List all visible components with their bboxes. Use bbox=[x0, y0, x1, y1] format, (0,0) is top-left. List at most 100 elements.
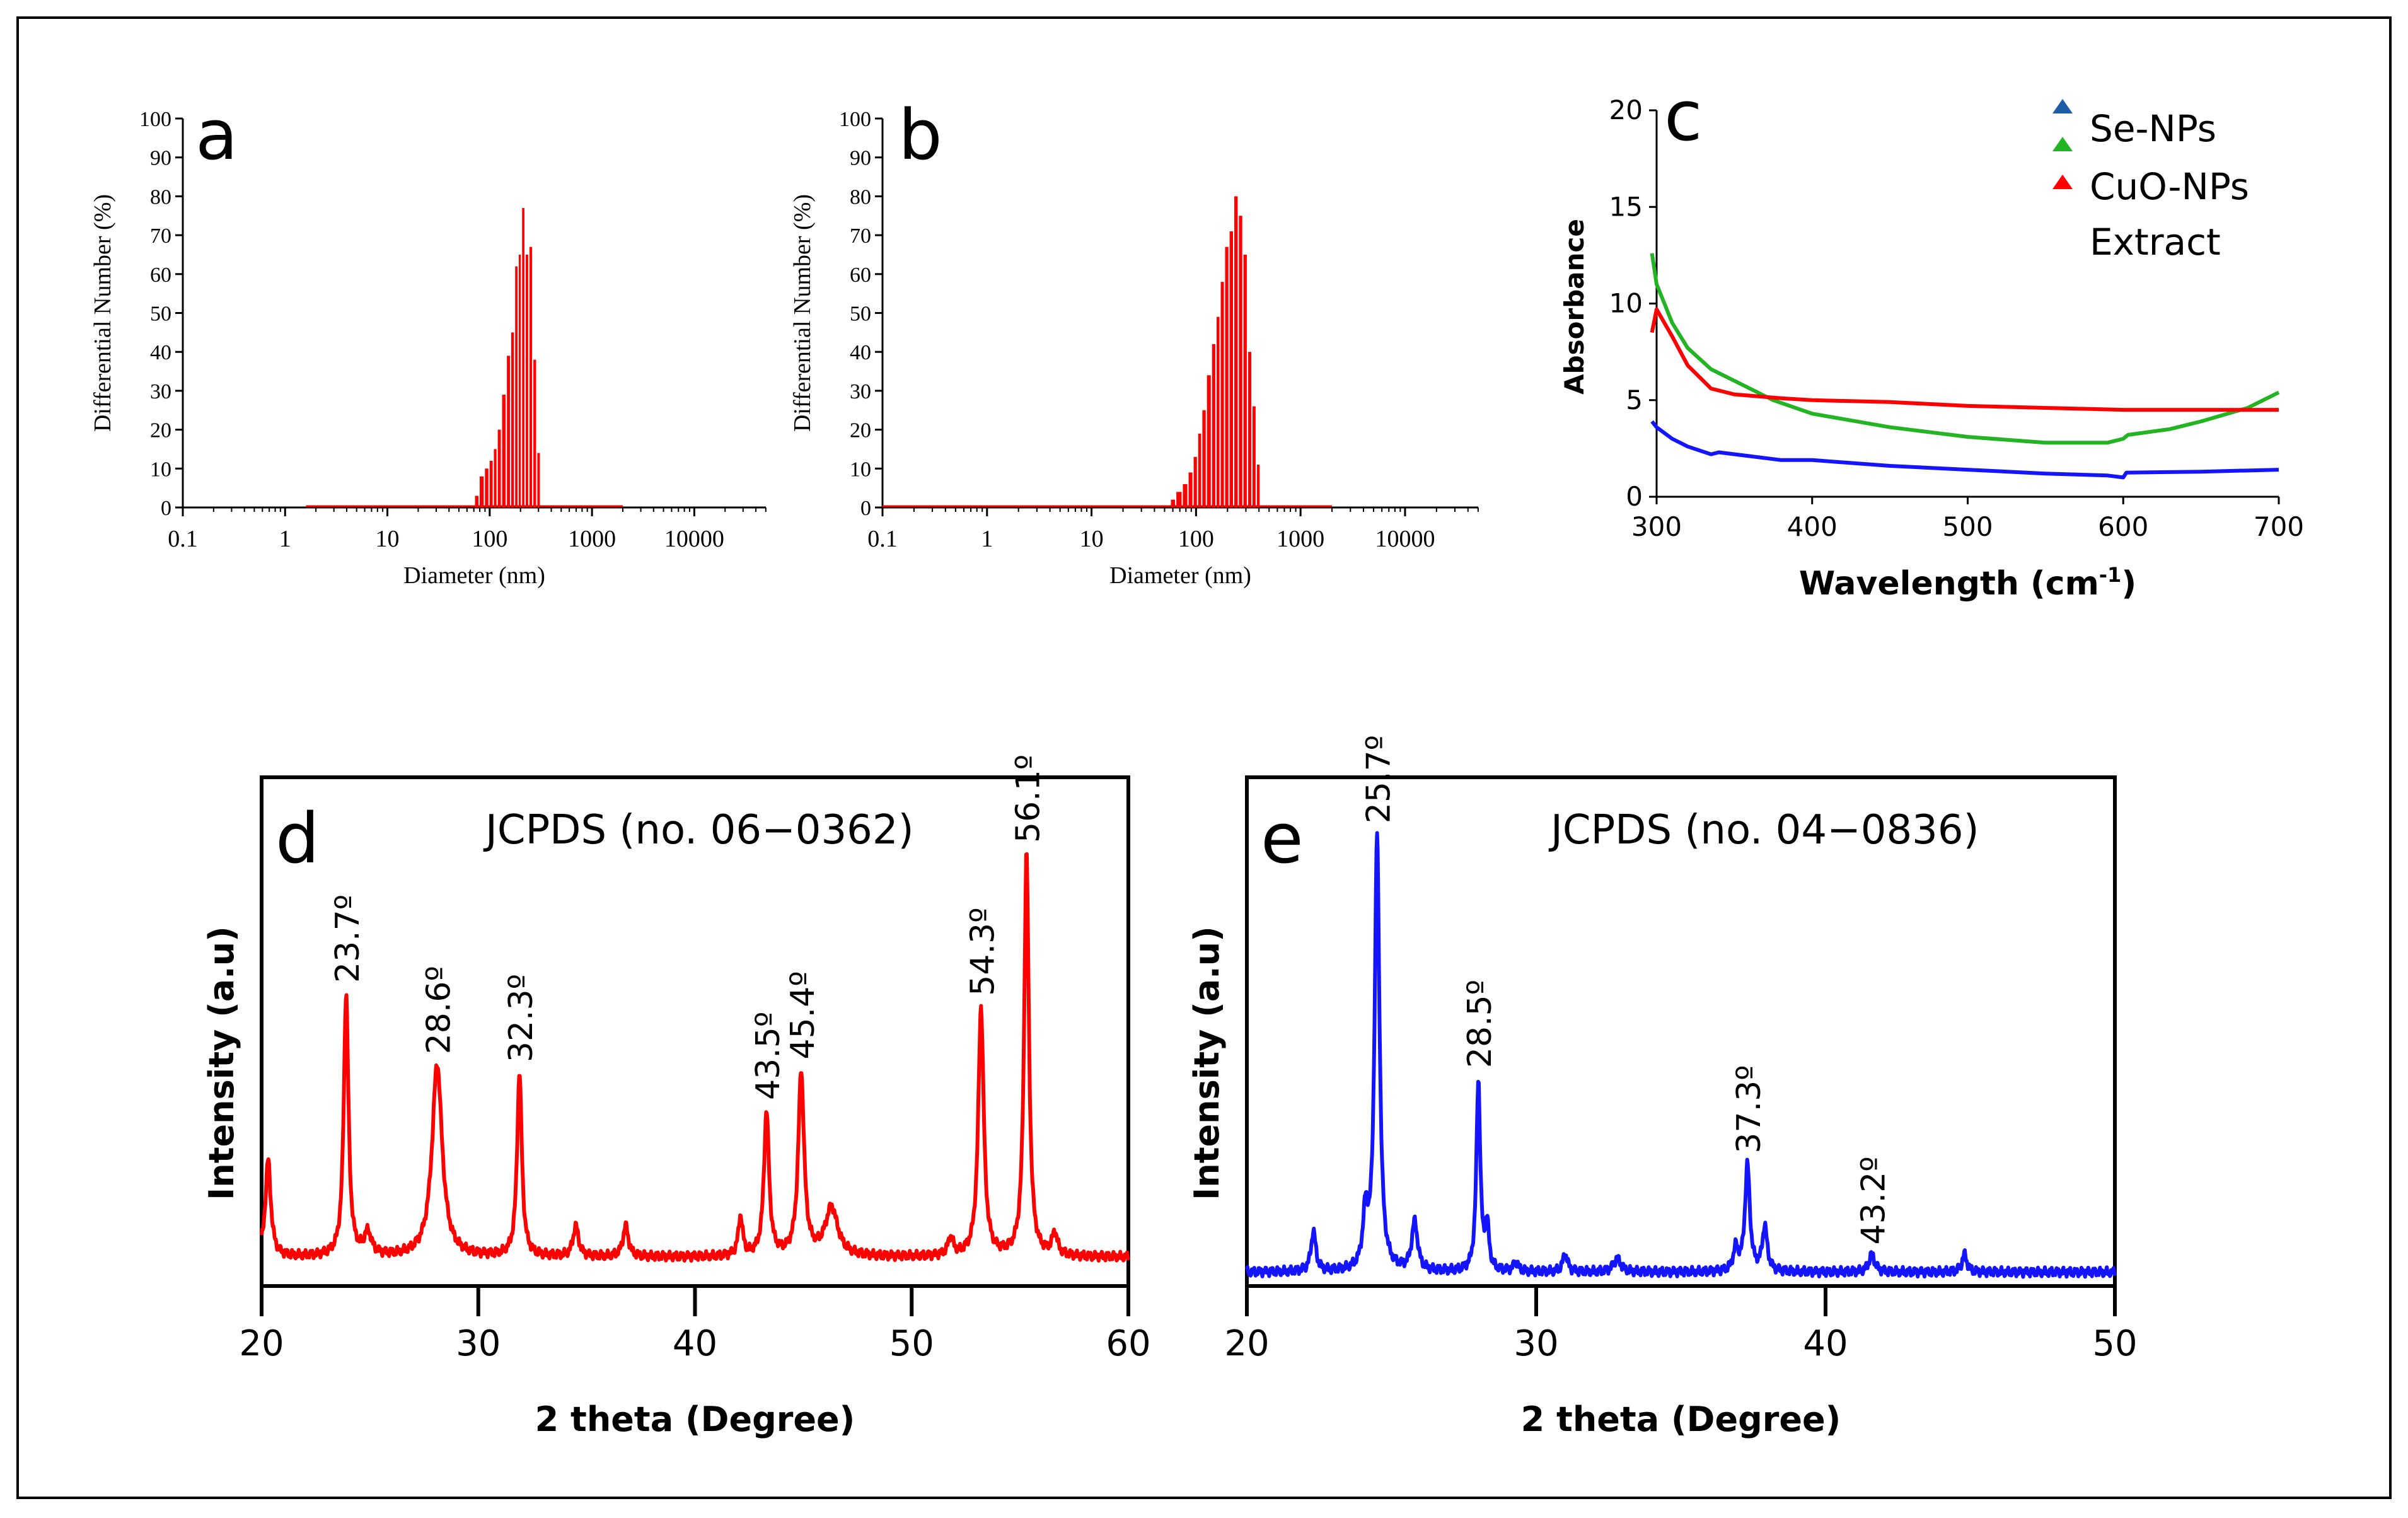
y-tick-label: 80 bbox=[850, 185, 871, 209]
y-tick-label: 60 bbox=[850, 264, 871, 287]
series-line-cuo-nps bbox=[1650, 307, 2279, 412]
histogram-bar bbox=[1193, 456, 1197, 507]
histogram-bar bbox=[1171, 499, 1176, 507]
histogram-bar bbox=[518, 254, 521, 507]
y-tick-label: 90 bbox=[150, 147, 171, 170]
y-tick-label: 30 bbox=[150, 380, 171, 403]
x-axis-label: Wavelength (cm-1) bbox=[1799, 563, 2136, 603]
y-axis-label: Differential Number (%) bbox=[789, 194, 816, 432]
x-tick-label: 1000 bbox=[1276, 526, 1324, 552]
panel-b: 0 10 20 30 40 50 60 70 80 90 100 0.1 1 10 100 1000 10000… bbox=[789, 95, 1479, 589]
x-axis-label: 2 theta (Degree) bbox=[1521, 1399, 1841, 1439]
y-tick-label: 0 bbox=[860, 497, 871, 520]
y-tick-label: 20 bbox=[1609, 95, 1643, 125]
histogram-bar bbox=[485, 468, 489, 507]
x-axis-label: Diameter (nm) bbox=[1109, 562, 1251, 589]
legend-marker bbox=[2052, 137, 2073, 151]
histogram-bar bbox=[507, 356, 510, 507]
histogram-bar bbox=[511, 332, 514, 507]
x-axis-label: 2 theta (Degree) bbox=[535, 1399, 855, 1439]
peak-label: 37.3º bbox=[1730, 1065, 1768, 1153]
histogram-bar bbox=[1247, 352, 1251, 507]
x-tick-label: 0.1 bbox=[867, 526, 898, 552]
panel-a: 0 10 20 30 40 50 60 70 80 90 100 0.1 1 10 100 1000 10000… bbox=[90, 95, 767, 589]
y-tick-label: 90 bbox=[850, 147, 871, 170]
panel-label: e bbox=[1261, 798, 1304, 879]
legend-marker bbox=[2052, 175, 2073, 189]
x-tick-label: 30 bbox=[456, 1323, 501, 1364]
x-tick-label: 40 bbox=[1803, 1323, 1848, 1364]
y-tick-label: 20 bbox=[850, 419, 871, 443]
peak-label: 25.7º bbox=[1360, 735, 1398, 823]
y-tick-label: 30 bbox=[850, 380, 871, 403]
histogram-bar bbox=[1239, 216, 1242, 507]
histogram-bar bbox=[1212, 344, 1215, 507]
histogram-bar bbox=[1188, 472, 1193, 507]
y-tick-label: 0 bbox=[1626, 481, 1643, 512]
y-tick-label: 0 bbox=[161, 497, 171, 520]
x-tick-label: 400 bbox=[1787, 511, 1838, 542]
histogram-bar bbox=[1207, 375, 1211, 507]
figure-border bbox=[16, 16, 2392, 1499]
plot-title: JCPDS (no. 04−0836) bbox=[1548, 807, 1979, 854]
y-axis-label: Intensity (a.u) bbox=[1187, 926, 1227, 1200]
panel-e: 20 30 40 50 25.7º 28.5º 37.3º 43.2º JCPDS (no. 0… bbox=[1187, 735, 2138, 1439]
x-tick-label: 100 bbox=[1178, 526, 1214, 552]
histogram-bar bbox=[1234, 196, 1238, 507]
y-tick-label: 40 bbox=[150, 341, 171, 364]
histogram-bar bbox=[1202, 410, 1206, 507]
histogram-bar bbox=[479, 476, 484, 507]
y-tick-label: 100 bbox=[839, 108, 871, 131]
y-axis-label: Intensity (a.u) bbox=[202, 926, 241, 1200]
y-tick-label: 5 bbox=[1626, 385, 1643, 415]
x-tick-label: 600 bbox=[2098, 511, 2148, 542]
xrd-pattern-line bbox=[260, 852, 1130, 1263]
y-tick-label: 10 bbox=[150, 458, 171, 481]
peak-label: 56.1º bbox=[1009, 755, 1047, 843]
x-tick-label: 60 bbox=[1106, 1323, 1150, 1364]
legend-entry: Se-NPs bbox=[2090, 107, 2216, 150]
histogram-bar bbox=[1176, 492, 1182, 507]
y-tick-label: 60 bbox=[150, 264, 171, 287]
series-line-extract bbox=[1650, 253, 2280, 445]
histogram-bar bbox=[1220, 282, 1224, 507]
y-tick-label: 70 bbox=[850, 224, 871, 248]
histogram-bar bbox=[475, 495, 478, 507]
x-tick-label: 1 bbox=[279, 526, 291, 552]
histogram-bar bbox=[525, 254, 528, 507]
histogram-bar bbox=[533, 359, 536, 507]
histogram-bar bbox=[1229, 231, 1234, 507]
peak-label: 28.6º bbox=[420, 966, 458, 1054]
x-tick-label: 20 bbox=[239, 1323, 284, 1364]
panel-label: b bbox=[898, 95, 942, 175]
x-tick-label: 50 bbox=[2092, 1323, 2137, 1364]
x-tick-label: 100 bbox=[472, 526, 507, 552]
y-axis-label: Differential Number (%) bbox=[90, 194, 116, 432]
x-tick-label: 20 bbox=[1224, 1323, 1269, 1364]
histogram-bar bbox=[1256, 465, 1260, 507]
legend-entry: Extract bbox=[2090, 221, 2221, 264]
x-tick-label: 10 bbox=[1080, 526, 1104, 552]
histogram-bar bbox=[502, 395, 506, 507]
x-tick-label: 10 bbox=[376, 526, 400, 552]
y-tick-label: 80 bbox=[150, 185, 171, 209]
x-tick-label: 40 bbox=[673, 1323, 717, 1364]
x-tick-label: 10000 bbox=[1375, 526, 1435, 552]
y-tick-label: 15 bbox=[1609, 191, 1643, 222]
peak-label: 43.2º bbox=[1855, 1156, 1892, 1244]
x-tick-label: 300 bbox=[1631, 511, 1682, 542]
y-axis-label: Absorbance bbox=[1559, 219, 1590, 395]
peak-label: 28.5º bbox=[1461, 980, 1499, 1068]
x-tick-label: 500 bbox=[1942, 511, 1993, 542]
series-line-se-nps bbox=[1650, 420, 2279, 480]
y-tick-label: 10 bbox=[850, 458, 871, 481]
y-tick-label: 50 bbox=[150, 303, 171, 326]
peak-label: 23.7º bbox=[329, 895, 367, 983]
y-tick-label: 70 bbox=[150, 224, 171, 248]
xrd-pattern-line bbox=[1245, 831, 2117, 1279]
x-tick-label: 700 bbox=[2254, 511, 2304, 542]
histogram-bar bbox=[494, 449, 497, 507]
histogram-bar bbox=[1198, 433, 1201, 507]
panel-c: 0 5 10 15 20 300 400 500 600 700 Wavelength (cm-1)… bbox=[1559, 76, 2304, 603]
